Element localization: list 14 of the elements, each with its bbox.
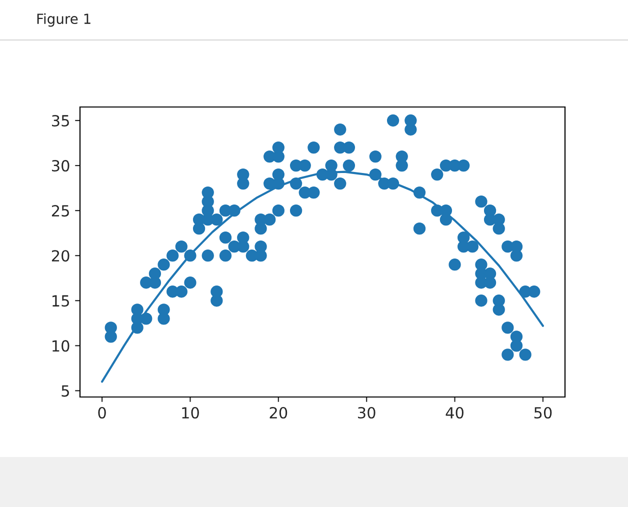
y-tick-label: 25 bbox=[52, 205, 69, 217]
y-tick-label: 10 bbox=[52, 340, 70, 352]
x-tick-label: 0 bbox=[98, 406, 106, 419]
x-tick-label: 10 bbox=[182, 406, 199, 419]
x-tick-label: 30 bbox=[358, 406, 376, 419]
x-tick-label: 50 bbox=[534, 406, 552, 419]
y-tick-label: 35 bbox=[52, 114, 69, 127]
y-tick-label: 20 bbox=[52, 250, 70, 262]
caption: Figure 1 bbox=[37, 13, 90, 27]
x-tick-label: 20 bbox=[270, 406, 288, 419]
y-tick-label: 30 bbox=[52, 160, 70, 172]
y-tick-label: 5 bbox=[62, 385, 69, 397]
y-tick-label: 15 bbox=[52, 295, 69, 307]
x-tick-label: 40 bbox=[446, 406, 464, 419]
